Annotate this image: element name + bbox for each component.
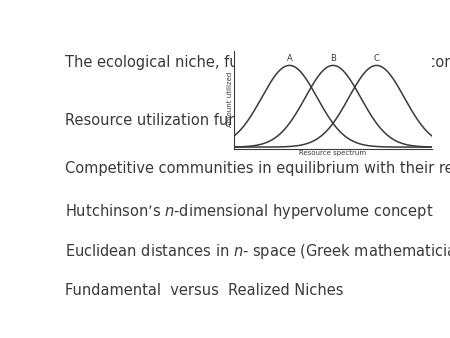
X-axis label: Resource spectrum: Resource spectrum xyxy=(299,150,367,156)
Text: Fundamental  versus  Realized Niches: Fundamental versus Realized Niches xyxy=(65,283,343,298)
Text: The ecological niche, function of a species in the community: The ecological niche, function of a spec… xyxy=(65,55,450,70)
Text: B: B xyxy=(330,54,336,63)
Text: Resource utilization functions (RUFs): Resource utilization functions (RUFs) xyxy=(65,113,334,127)
Text: Hutchinson’s $n$-dimensional hypervolume concept: Hutchinson’s $n$-dimensional hypervolume… xyxy=(65,201,433,220)
Text: C: C xyxy=(374,54,379,63)
Text: Competitive communities in equilibrium with their resources: Competitive communities in equilibrium w… xyxy=(65,161,450,175)
Text: A: A xyxy=(287,54,292,63)
Text: Euclidean distances in $n$- space (Greek mathematician,  300 BC): Euclidean distances in $n$- space (Greek… xyxy=(65,242,450,261)
Y-axis label: Amount utilized: Amount utilized xyxy=(227,72,233,127)
